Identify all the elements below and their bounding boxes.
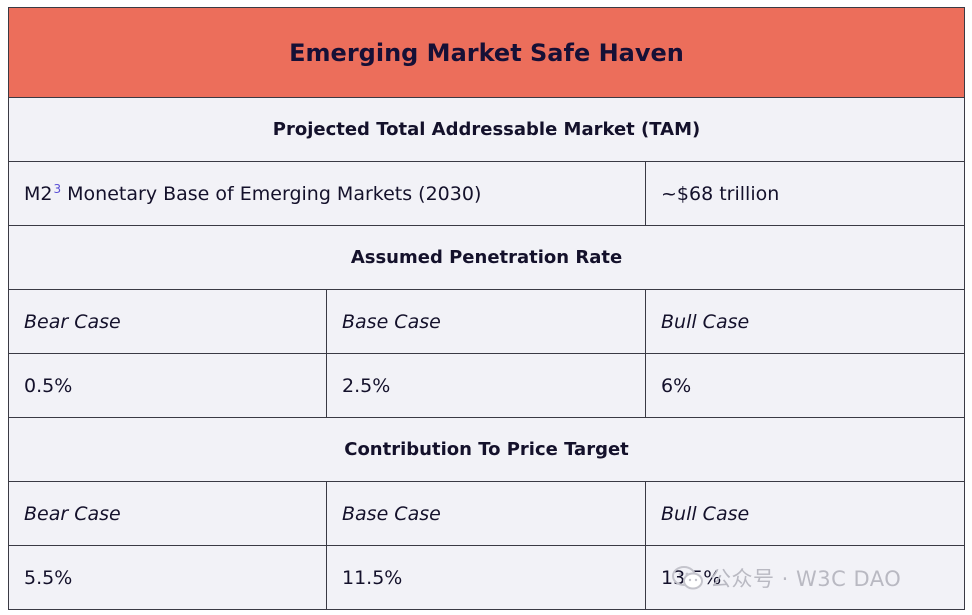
tam-label-cell: M23 Monetary Base of Emerging Markets (2… [8,161,646,226]
tam-label-prefix: M2 [24,182,53,205]
penetration-header-row: Assumed Penetration Rate [7,225,966,290]
contribution-bull-case: Bull Case [644,481,966,546]
penetration-values-row: 0.5% 2.5% 6% [8,353,966,418]
contribution-header: Contribution To Price Target [7,417,966,482]
contribution-values-row: 5.5% 11.5% 13.5% [8,545,966,610]
contribution-cases-row: Bear Case Base Case Bull Case [8,481,966,546]
contribution-header-row: Contribution To Price Target [7,417,966,482]
penetration-cases-row: Bear Case Base Case Bull Case [8,289,966,354]
penetration-bear-case: Bear Case [8,289,327,354]
contribution-base-value: 11.5% [326,545,646,610]
title-row: Emerging Market Safe Haven [7,7,966,98]
tam-header-row: Projected Total Addressable Market (TAM) [7,97,966,162]
penetration-bear-value: 0.5% [8,353,327,418]
penetration-bull-case: Bull Case [644,289,966,354]
tam-table: Emerging Market Safe Haven Projected Tot… [7,7,966,610]
tam-value-cell: ~$68 trillion [644,161,966,226]
contribution-bear-case: Bear Case [8,481,327,546]
footnote-link[interactable]: 3 [53,181,62,196]
penetration-base-case: Base Case [326,289,646,354]
penetration-base-value: 2.5% [326,353,646,418]
tam-row: M23 Monetary Base of Emerging Markets (2… [8,161,966,226]
contribution-bear-value: 5.5% [8,545,327,610]
contribution-base-case: Base Case [326,481,646,546]
contribution-bull-value: 13.5% [644,545,966,610]
penetration-bull-value: 6% [644,353,966,418]
tam-label-rest: Monetary Base of Emerging Markets (2030) [61,182,482,205]
tam-header: Projected Total Addressable Market (TAM) [7,97,966,162]
penetration-header: Assumed Penetration Rate [7,225,966,290]
table-title: Emerging Market Safe Haven [7,7,966,98]
